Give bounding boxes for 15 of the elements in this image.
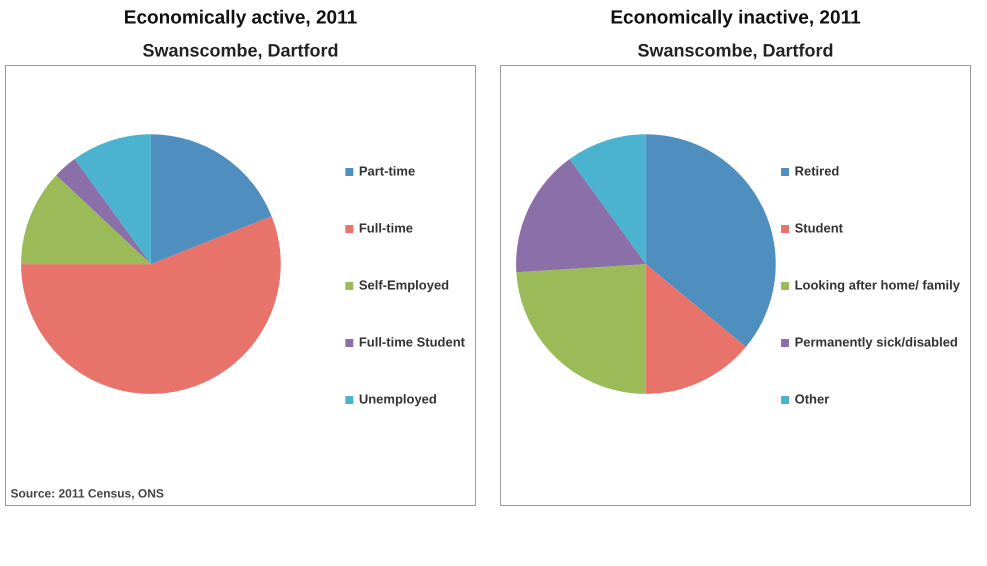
legend-label: Permanently sick/disabled xyxy=(794,334,958,350)
source-note: Source: 2011 Census, ONS xyxy=(10,486,164,500)
chart-title: Economically active, 2011 xyxy=(124,8,358,28)
legend-label: Self-Employed xyxy=(358,278,450,292)
chart-title: Economically inactive, 2011 xyxy=(610,8,862,28)
legend-label: Full-time xyxy=(358,220,413,236)
chart-subtitle: Swanscombe, Dartford xyxy=(637,40,834,60)
legend-label: Part-time xyxy=(358,164,416,178)
legend-label: Other xyxy=(794,392,830,406)
legend-label: Looking after home/ family xyxy=(794,278,960,292)
legend-label: Unemployed xyxy=(358,392,437,406)
legend-label: Retired xyxy=(794,164,840,178)
legend-label: Student xyxy=(794,220,843,236)
legend-label: Full-time Student xyxy=(358,334,465,350)
chart-subtitle: Swanscombe, Dartford xyxy=(142,40,339,60)
